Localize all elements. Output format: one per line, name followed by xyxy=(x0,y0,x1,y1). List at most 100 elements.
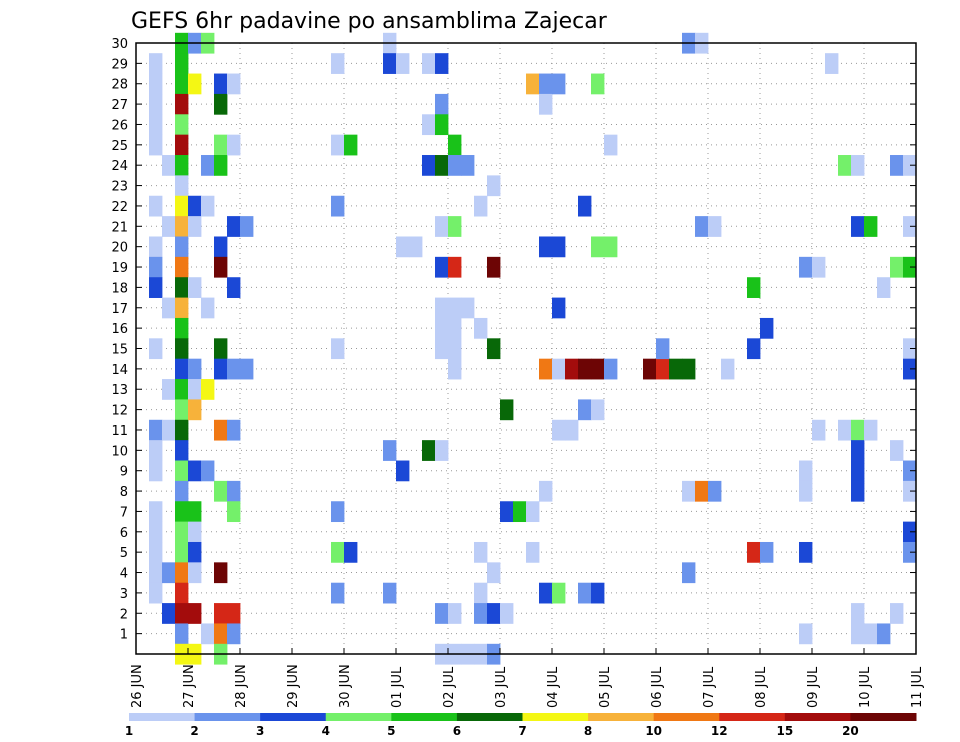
heatmap-cell xyxy=(188,562,202,584)
heatmap-cell xyxy=(188,501,202,523)
heatmap-cell xyxy=(175,521,189,543)
heatmap-cell xyxy=(227,216,241,237)
heatmap-cell xyxy=(383,582,397,604)
heatmap-cell xyxy=(422,155,436,176)
heatmap-cell xyxy=(227,419,241,441)
heatmap-cell xyxy=(487,562,501,584)
heatmap-cell xyxy=(851,155,865,176)
heatmap-cell xyxy=(604,236,618,258)
heatmap-cell xyxy=(591,358,605,380)
heatmap-cell xyxy=(864,216,878,237)
heatmap-cell xyxy=(383,440,397,461)
heatmap-cell xyxy=(799,256,813,278)
legend-label: 3 xyxy=(256,724,264,738)
heatmap-cell xyxy=(175,53,189,74)
heatmap-cell xyxy=(396,236,410,258)
legend-swatch xyxy=(194,713,261,721)
heatmap-cell xyxy=(175,338,189,360)
heatmap-cell xyxy=(851,440,865,461)
heatmap-cell xyxy=(591,236,605,258)
heatmap-cell xyxy=(903,216,917,237)
legend-swatch xyxy=(784,713,851,721)
heatmap-cell xyxy=(461,297,475,319)
y-tick-label: 17 xyxy=(111,302,128,317)
y-tick-label: 26 xyxy=(111,118,128,133)
heatmap-cell xyxy=(175,216,189,237)
heatmap-cell xyxy=(825,53,839,74)
heatmap-cell xyxy=(331,338,345,360)
heatmap-cell xyxy=(227,480,241,502)
y-tick-label: 12 xyxy=(111,404,128,419)
y-tick-label: 15 xyxy=(111,343,128,358)
heatmap-cell xyxy=(149,277,163,298)
heatmap-cell xyxy=(188,399,202,421)
heatmap-cell xyxy=(682,358,696,380)
x-tick-label: 26 JUN xyxy=(130,664,145,708)
x-tick-label: 30 JUN xyxy=(338,664,353,708)
y-tick-label: 16 xyxy=(111,322,128,337)
y-axis-ticks: 1234567891011121314151617181920212223242… xyxy=(111,37,916,643)
y-tick-label: 7 xyxy=(120,505,128,520)
x-tick-label: 29 JUN xyxy=(286,664,301,708)
heatmap-cell xyxy=(474,603,488,624)
heatmap-cell xyxy=(903,338,917,360)
heatmap-cell xyxy=(175,440,189,461)
heatmap-cell xyxy=(188,603,202,624)
heatmap-cell xyxy=(149,338,163,360)
heatmap-cell xyxy=(552,73,566,95)
heatmap-cell xyxy=(435,114,449,136)
heatmap-cells xyxy=(149,32,917,665)
heatmap-cell xyxy=(565,419,579,441)
heatmap-cell xyxy=(487,603,501,624)
heatmap-cell xyxy=(227,358,241,380)
heatmap-cell xyxy=(331,134,345,156)
heatmap-cell xyxy=(903,521,917,543)
heatmap-cell xyxy=(552,419,566,441)
heatmap-cell xyxy=(331,541,345,563)
heatmap-cell xyxy=(175,93,189,115)
legend-swatch xyxy=(522,713,589,721)
heatmap-cell xyxy=(500,501,514,523)
heatmap-cell xyxy=(175,541,189,563)
heatmap-cell xyxy=(799,460,813,482)
y-tick-label: 8 xyxy=(120,485,128,500)
y-tick-label: 5 xyxy=(120,546,128,561)
heatmap-cell xyxy=(474,582,488,604)
heatmap-cell xyxy=(851,216,865,237)
heatmap-cell xyxy=(162,419,176,441)
heatmap-cell xyxy=(838,419,852,441)
heatmap-cell xyxy=(747,338,761,360)
heatmap-cell xyxy=(162,379,176,400)
heatmap-cell xyxy=(188,277,202,298)
heatmap-cell xyxy=(175,358,189,380)
heatmap-cell xyxy=(227,501,241,523)
heatmap-cell xyxy=(604,358,618,380)
heatmap-cell xyxy=(240,358,254,380)
heatmap-cell xyxy=(526,501,540,523)
heatmap-cell xyxy=(201,195,215,217)
heatmap-cell xyxy=(201,379,215,400)
y-tick-label: 3 xyxy=(120,587,128,602)
heatmap-cell xyxy=(149,440,163,461)
heatmap-cell xyxy=(214,256,228,278)
legend-swatch xyxy=(325,713,392,721)
heatmap-cell xyxy=(539,358,553,380)
y-tick-label: 25 xyxy=(111,139,128,154)
y-tick-label: 23 xyxy=(111,180,128,195)
heatmap-cell xyxy=(188,460,202,482)
chart-title: GEFS 6hr padavine po ansamblima Zajecar xyxy=(131,9,608,34)
y-tick-label: 2 xyxy=(120,607,128,622)
heatmap-cell xyxy=(591,73,605,95)
legend-label: 6 xyxy=(453,724,461,738)
heatmap-cell xyxy=(344,134,358,156)
heatmap-cell xyxy=(240,216,254,237)
y-tick-label: 21 xyxy=(111,220,128,235)
y-tick-label: 6 xyxy=(120,526,128,541)
heatmap-cell xyxy=(591,582,605,604)
heatmap-cell xyxy=(175,399,189,421)
heatmap-cell xyxy=(149,114,163,136)
heatmap-cell xyxy=(578,399,592,421)
heatmap-cell xyxy=(175,480,189,502)
heatmap-cell xyxy=(864,419,878,441)
heatmap-cell xyxy=(396,460,410,482)
